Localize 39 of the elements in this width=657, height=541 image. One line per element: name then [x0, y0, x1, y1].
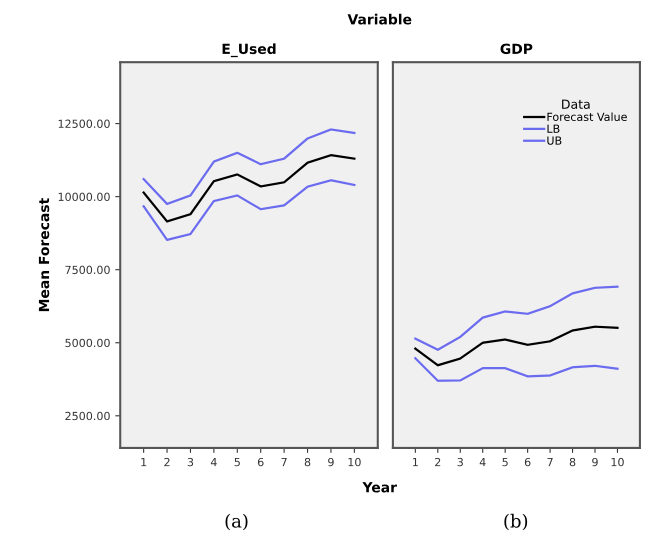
- x-tick-label: 6: [524, 458, 530, 466]
- x-tick-label: 5: [502, 458, 508, 466]
- x-tick-label: 2: [164, 458, 170, 466]
- legend-title: Data: [562, 100, 590, 109]
- y-tick-label: 12500.00: [58, 120, 110, 128]
- y-tick-label: 7500.00: [65, 266, 110, 274]
- legend-label: Forecast Value: [547, 112, 627, 122]
- legend-label: UB: [547, 136, 562, 145]
- x-tick-label: 9: [592, 458, 598, 466]
- x-tick-label: 9: [328, 458, 334, 466]
- x-axis-title: Year: [362, 482, 397, 493]
- x-tick-label: 2: [435, 458, 440, 466]
- y-tick-label: 10000.00: [58, 192, 110, 202]
- x-tick-label: 8: [304, 458, 310, 466]
- x-tick-label: 1: [141, 458, 146, 466]
- legend-label: LB: [547, 124, 560, 133]
- x-tick-label: 8: [570, 458, 576, 466]
- x-tick-label: 4: [480, 458, 486, 466]
- x-tick-label: 3: [188, 458, 194, 466]
- x-tick-label: 7: [547, 458, 553, 466]
- text: (a): [226, 514, 248, 530]
- y-tick-label: 2500.00: [65, 412, 110, 420]
- x-tick-label: 10: [348, 458, 361, 466]
- x-tick-label: 4: [210, 458, 217, 466]
- x-tick-label: 10: [612, 458, 624, 466]
- chart-title: E_Used: [222, 43, 276, 58]
- y-tick-label: 5000.00: [65, 338, 110, 348]
- line-series: [142, 179, 356, 241]
- x-tick-label: 6: [258, 458, 264, 466]
- line-series: [142, 128, 356, 206]
- text: Variable: [348, 14, 412, 25]
- x-tick-label: 5: [234, 458, 240, 466]
- x-tick-label: 3: [458, 458, 463, 466]
- line-series: [142, 154, 356, 223]
- x-tick-label: 7: [282, 458, 287, 466]
- y-axis-title: Mean Forecast: [38, 198, 50, 312]
- chart-title: GDP: [500, 44, 532, 54]
- x-tick-label: 1: [413, 458, 418, 466]
- text: (b): [504, 514, 528, 530]
